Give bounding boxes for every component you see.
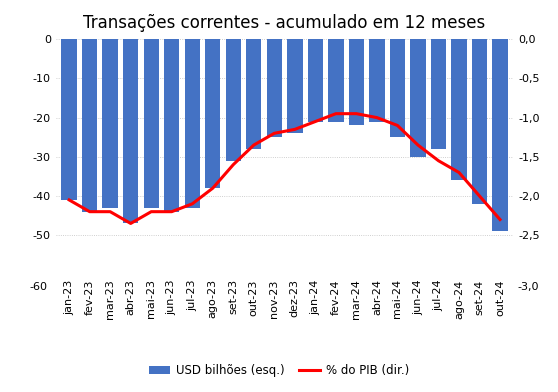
Title: Transações correntes - acumulado em 12 meses: Transações correntes - acumulado em 12 m… — [84, 14, 485, 32]
Bar — [267, 39, 282, 137]
Bar — [246, 39, 262, 149]
Bar — [492, 39, 508, 231]
Bar — [225, 39, 241, 161]
Bar — [103, 39, 118, 208]
Text: -3,0: -3,0 — [518, 282, 540, 292]
Bar — [123, 39, 138, 223]
Bar — [185, 39, 200, 208]
Bar — [369, 39, 384, 122]
Bar — [472, 39, 487, 204]
Bar — [143, 39, 159, 208]
Bar — [389, 39, 405, 137]
Bar — [61, 39, 77, 200]
Text: -60: -60 — [30, 282, 47, 292]
Bar — [349, 39, 364, 125]
Bar — [451, 39, 466, 180]
Bar — [164, 39, 180, 212]
Bar — [431, 39, 446, 149]
Legend: USD bilhões (esq.), % do PIB (dir.): USD bilhões (esq.), % do PIB (dir.) — [144, 360, 414, 382]
Bar — [307, 39, 323, 122]
Bar — [328, 39, 344, 122]
Bar — [82, 39, 97, 212]
Bar — [205, 39, 220, 188]
Bar — [287, 39, 302, 133]
Bar — [410, 39, 426, 157]
